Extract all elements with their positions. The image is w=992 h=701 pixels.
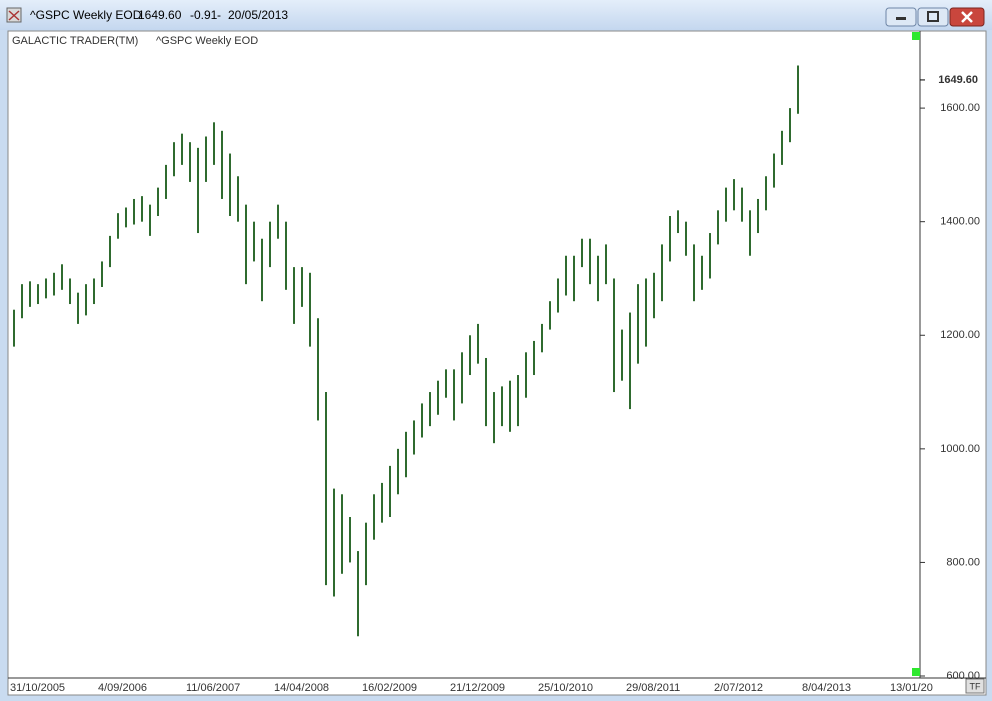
app-icon-glyph <box>8 10 20 21</box>
restore-glyph <box>927 11 939 22</box>
chart-header: GALACTIC TRADER(TM) <box>12 35 138 47</box>
y-tick-label: 1200.00 <box>940 329 980 341</box>
x-tick-label: 11/06/2007 <box>186 682 240 694</box>
corner-marker[interactable] <box>912 32 920 40</box>
x-tick-label: 8/04/2013 <box>802 682 851 694</box>
window-title: ^GSPC Weekly EOD <box>30 8 142 22</box>
y-tick-label: 600.00 <box>946 670 980 682</box>
x-tick-label: 25/10/2010 <box>538 682 593 694</box>
corner-marker[interactable] <box>912 668 920 676</box>
y-tick-label: 1400.00 <box>940 216 980 228</box>
window-date: 20/05/2013 <box>228 8 288 22</box>
chart-header: ^GSPC Weekly EOD <box>156 35 258 47</box>
last-price-label: 1649.60 <box>938 74 978 86</box>
title-separator: - <box>217 8 221 22</box>
x-tick-label: 31/10/2005 <box>10 682 65 694</box>
y-tick-label: 1000.00 <box>940 443 980 455</box>
x-tick-label: 21/12/2009 <box>450 682 505 694</box>
restore-button[interactable] <box>917 7 949 27</box>
close-glyph <box>961 11 973 23</box>
x-tick-label: 29/08/2011 <box>626 682 680 694</box>
tf-button[interactable] <box>965 678 985 694</box>
x-tick-label: 14/04/2008 <box>274 682 329 694</box>
x-tick-label: 4/09/2006 <box>98 682 147 694</box>
x-tick-label: 2/07/2012 <box>714 682 763 694</box>
x-tick-label: 16/02/2009 <box>362 682 417 694</box>
tf-button-label: TF <box>970 681 981 691</box>
y-tick-label: 1600.00 <box>940 102 980 114</box>
minimize-glyph <box>896 17 906 20</box>
y-tick-label: 800.00 <box>946 556 980 568</box>
chart-panel <box>7 30 987 696</box>
window-last: 1649.60 <box>138 8 182 22</box>
title-bar <box>0 0 992 30</box>
x-tick-label: 13/01/20 <box>890 682 933 694</box>
window-change: -0.91 <box>190 8 218 22</box>
